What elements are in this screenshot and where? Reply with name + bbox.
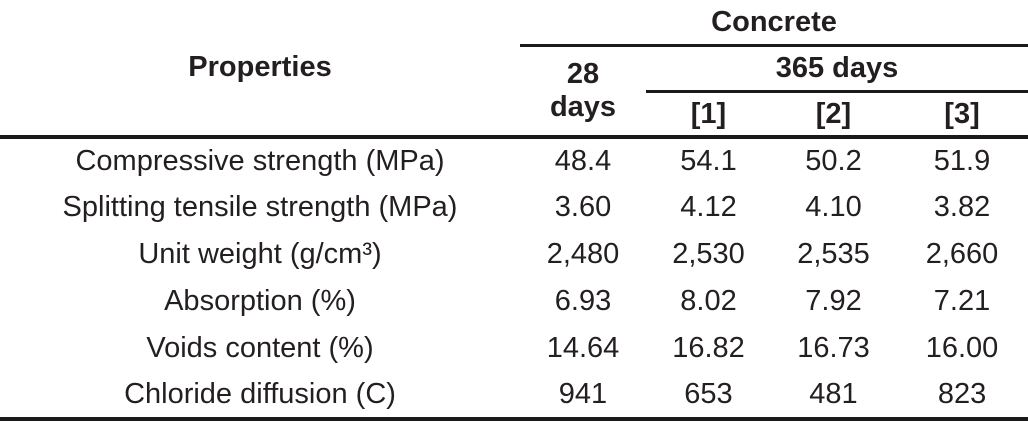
value-365days-ref3: 51.9 bbox=[933, 145, 991, 178]
header-row-ages: 28 days 365 days bbox=[0, 45, 1028, 139]
table-body: Compressive strength (MPa) 48.4 54.1 50.… bbox=[0, 137, 1028, 421]
value-365days-ref1: 2,530 bbox=[672, 238, 745, 271]
table-row-unit-weight: Unit weight (g/cm³) 2,480 2,530 2,535 2,… bbox=[0, 231, 1028, 278]
value-365days-ref3: 3.82 bbox=[933, 191, 991, 224]
value-365days-ref2: 481 bbox=[771, 372, 896, 421]
property-label: Splitting tensile strength (MPa) bbox=[62, 191, 458, 224]
value-365days-ref1: 54.1 bbox=[680, 145, 737, 178]
value-28days: 941 bbox=[520, 372, 646, 421]
property-label: Absorption (%) bbox=[164, 285, 356, 318]
column-header-28-days-line1: 28 bbox=[566, 57, 600, 90]
property-label: Chloride diffusion (C) bbox=[0, 372, 520, 421]
value-365days-ref3: 2,660 bbox=[925, 238, 999, 271]
value-365days-ref2: 2,535 bbox=[797, 238, 870, 271]
value-365days-ref3: 16.00 bbox=[925, 332, 999, 365]
header-row-concrete: Properties Concrete bbox=[0, 0, 1028, 139]
value-365days-ref2: 7.92 bbox=[805, 285, 862, 318]
header-row-references: [1] [2] [3] bbox=[0, 91, 1028, 139]
column-group-header-365-days: 365 days bbox=[646, 45, 1028, 93]
table-row-absorption: Absorption (%) 6.93 8.02 7.92 7.21 bbox=[0, 278, 1028, 325]
property-label: Compressive strength (MPa) bbox=[75, 145, 445, 178]
column-header-28-days: 28 days bbox=[520, 45, 646, 139]
value-365days-ref1: 4.12 bbox=[680, 191, 737, 224]
column-header-ref-2: [2] bbox=[771, 91, 896, 139]
table-row-voids-content: Voids content (%) 14.64 16.82 16.73 16.0… bbox=[0, 325, 1028, 372]
table-row-chloride-diffusion: Chloride diffusion (C) 941 653 481 823 bbox=[0, 372, 1028, 421]
column-header-ref-3: [3] bbox=[896, 91, 1028, 139]
value-365days-ref2: 4.10 bbox=[805, 191, 862, 224]
value-28days: 3.60 bbox=[554, 191, 612, 224]
value-365days-ref2: 50.2 bbox=[805, 145, 862, 178]
table-row-compressive-strength: Compressive strength (MPa) 48.4 54.1 50.… bbox=[0, 137, 1028, 184]
property-label: Unit weight (g/cm³) bbox=[138, 238, 382, 271]
value-365days-ref1: 653 bbox=[646, 372, 771, 421]
value-28days: 14.64 bbox=[546, 332, 620, 365]
value-365days-ref3: 7.21 bbox=[933, 285, 991, 318]
column-header-properties: Properties bbox=[0, 0, 520, 139]
table-row-splitting-tensile-strength: Splitting tensile strength (MPa) 3.60 4.… bbox=[0, 184, 1028, 231]
column-group-header-concrete: Concrete bbox=[520, 0, 1028, 47]
value-28days: 48.4 bbox=[554, 145, 612, 178]
column-header-28-days-line2: days bbox=[549, 91, 617, 123]
value-365days-ref1: 8.02 bbox=[680, 285, 737, 318]
value-365days-ref2: 16.73 bbox=[797, 332, 870, 365]
column-header-ref-1: [1] bbox=[646, 91, 771, 139]
value-365days-ref1: 16.82 bbox=[672, 332, 745, 365]
value-28days: 6.93 bbox=[554, 285, 612, 318]
value-28days: 2,480 bbox=[546, 238, 620, 271]
property-label: Voids content (%) bbox=[146, 332, 374, 365]
value-365days-ref3: 823 bbox=[896, 372, 1028, 421]
concrete-properties-table: Properties Concrete 28 days 365 days [1]… bbox=[0, 0, 1028, 421]
